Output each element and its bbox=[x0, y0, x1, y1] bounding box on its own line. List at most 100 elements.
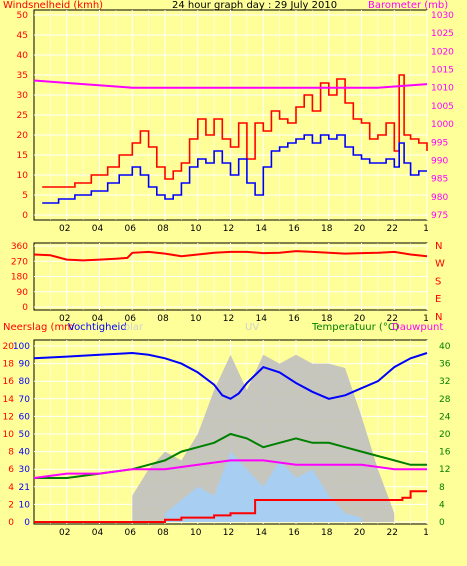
x-tick-label: 16 bbox=[288, 224, 300, 234]
panel3-right-tick: 4 bbox=[439, 500, 445, 510]
panel2-direction-letter: N bbox=[435, 241, 442, 252]
panel1-left-tick: 30 bbox=[17, 91, 29, 101]
series-windsnelheid bbox=[42, 134, 427, 204]
panel3-precip-tick: 12 bbox=[3, 412, 14, 422]
panel3-right-tick: 32 bbox=[439, 377, 450, 387]
chart-title: 24 hour graph day : 29 July 2010 bbox=[172, 0, 337, 11]
panel1-right-tick: 975 bbox=[431, 211, 448, 221]
panel3-right-tick: 20 bbox=[439, 430, 451, 440]
panel2-left-tick: 180 bbox=[11, 273, 28, 283]
x-tick-label: 20 bbox=[354, 224, 366, 234]
panel2-direction-letter: S bbox=[435, 276, 441, 287]
x-tick-label: 08 bbox=[157, 528, 169, 538]
series-temperatuur bbox=[34, 432, 427, 479]
x-tick-label: 20 bbox=[354, 314, 366, 324]
panel3-precip-tick: 4 bbox=[8, 483, 14, 493]
series-zonnestraling-area bbox=[132, 354, 395, 522]
x-tick-label: 18 bbox=[321, 528, 333, 538]
panel1-right-axis-label: Barometer (mb) bbox=[368, 0, 448, 11]
panel1-right-tick: 1000 bbox=[431, 120, 454, 130]
x-tick-label: 16 bbox=[288, 528, 300, 538]
panel3-right-tick: 8 bbox=[439, 483, 445, 493]
panel3-right-tick: 24 bbox=[439, 412, 451, 422]
panel3-temperature-label: Temperatuur (°C) bbox=[311, 322, 399, 333]
panel3-precip-tick: 16 bbox=[3, 377, 15, 387]
series-windrichting bbox=[33, 250, 428, 262]
panel3-precip-label: Neerslag (mm bbox=[3, 322, 74, 333]
panel1-right-tick: 1025 bbox=[431, 29, 454, 39]
panel3-precip-tick: 10 bbox=[3, 430, 15, 440]
series-windstoten bbox=[42, 74, 428, 188]
x-tick-label: 10 bbox=[190, 224, 202, 234]
x-tick-label: 10 bbox=[190, 528, 202, 538]
x-tick-label: 14 bbox=[256, 314, 268, 324]
series-dauwpunt bbox=[33, 459, 427, 479]
x-tick-label: 12 bbox=[223, 224, 234, 234]
x-tick-label: 06 bbox=[125, 528, 137, 538]
x-tick-label: 14 bbox=[256, 224, 268, 234]
x-tick-label: 22 bbox=[387, 224, 398, 234]
x-tick-label: 16 bbox=[288, 314, 300, 324]
panel3-humidity-tick: 70 bbox=[19, 395, 31, 405]
x-tick-label: 14 bbox=[256, 528, 268, 538]
panel1-left-tick: 35 bbox=[17, 71, 28, 81]
panel3-humidity-tick: 100 bbox=[13, 342, 30, 352]
series-neerslag bbox=[34, 490, 427, 523]
panel3-humidity-tick: 10 bbox=[19, 500, 31, 510]
x-tick-label: 08 bbox=[157, 314, 169, 324]
x-tick-label: 06 bbox=[125, 224, 137, 234]
panel3-humidity-tick: 50 bbox=[19, 430, 31, 440]
panel3-right-tick: 28 bbox=[439, 395, 451, 405]
x-tick-label: 1 bbox=[423, 314, 429, 324]
panel3-precip-tick: 6 bbox=[8, 465, 14, 475]
panel3-humidity-tick: 21 bbox=[19, 483, 30, 493]
series-barometer bbox=[33, 79, 428, 89]
panel3-precip-tick: 2 bbox=[8, 500, 14, 510]
panel1-right-tick: 980 bbox=[431, 193, 448, 203]
panel2-left-tick: 270 bbox=[11, 257, 28, 267]
panel1-left-tick: 50 bbox=[17, 11, 29, 21]
panel3-right-tick: 36 bbox=[439, 360, 451, 370]
panel3-humidity-tick: 30 bbox=[19, 465, 31, 475]
x-tick-label: 18 bbox=[321, 224, 333, 234]
panel2-direction-letter: E bbox=[435, 294, 441, 305]
x-tick-label: 12 bbox=[223, 314, 234, 324]
panel3-humidity-tick: 80 bbox=[19, 377, 31, 387]
panel1-left-tick: 45 bbox=[17, 31, 28, 41]
panel3-right-tick: 40 bbox=[439, 342, 451, 352]
x-tick-label: 1 bbox=[423, 528, 429, 538]
x-tick-label: 18 bbox=[321, 314, 333, 324]
x-tick-label: 1 bbox=[423, 224, 429, 234]
panel3-humidity-tick: 0 bbox=[24, 518, 30, 528]
x-tick-label: 04 bbox=[92, 528, 104, 538]
x-tick-label: 20 bbox=[354, 528, 366, 538]
panel1-right-tick: 985 bbox=[431, 175, 448, 185]
panel1-right-tick: 1005 bbox=[431, 102, 454, 112]
chart-dynamic-layer: 02 04 06 08 10 12 14 16 18 20 22 102 04 06 08 10 12 14 16 1… bbox=[3, 10, 454, 538]
x-tick-label: 02 bbox=[59, 528, 70, 538]
panel3-dewpoint-label: Dauwpunt bbox=[392, 322, 443, 333]
panel1-right-tick: 1030 bbox=[431, 11, 454, 21]
series-vochtigheid bbox=[33, 351, 428, 400]
panel2-left-tick: 0 bbox=[22, 303, 28, 313]
series-uv-area bbox=[165, 451, 362, 522]
panel3-precip-tick: 20 bbox=[3, 342, 15, 352]
panel3-humidity-tick: 60 bbox=[19, 412, 31, 422]
panel3-precip-tick: 14 bbox=[3, 395, 15, 405]
x-tick-label: 04 bbox=[92, 224, 104, 234]
panel3-uv-label: UV bbox=[245, 322, 259, 333]
panel1-right-tick: 1010 bbox=[431, 84, 454, 94]
panel1-left-tick: 15 bbox=[17, 151, 28, 161]
panel2-left-tick: 360 bbox=[11, 242, 28, 252]
x-tick-label: 06 bbox=[125, 314, 137, 324]
panel3-right-tick: 12 bbox=[439, 465, 450, 475]
x-tick-label: 12 bbox=[223, 528, 234, 538]
x-tick-label: 02 bbox=[59, 224, 70, 234]
panel1-right-tick: 1015 bbox=[431, 66, 454, 76]
x-tick-label: 08 bbox=[157, 224, 169, 234]
panel3-precip-tick: 18 bbox=[3, 360, 15, 370]
panel1-left-tick: 10 bbox=[17, 171, 29, 181]
panel3-right-tick: 0 bbox=[439, 518, 445, 528]
x-tick-label: 04 bbox=[92, 314, 104, 324]
